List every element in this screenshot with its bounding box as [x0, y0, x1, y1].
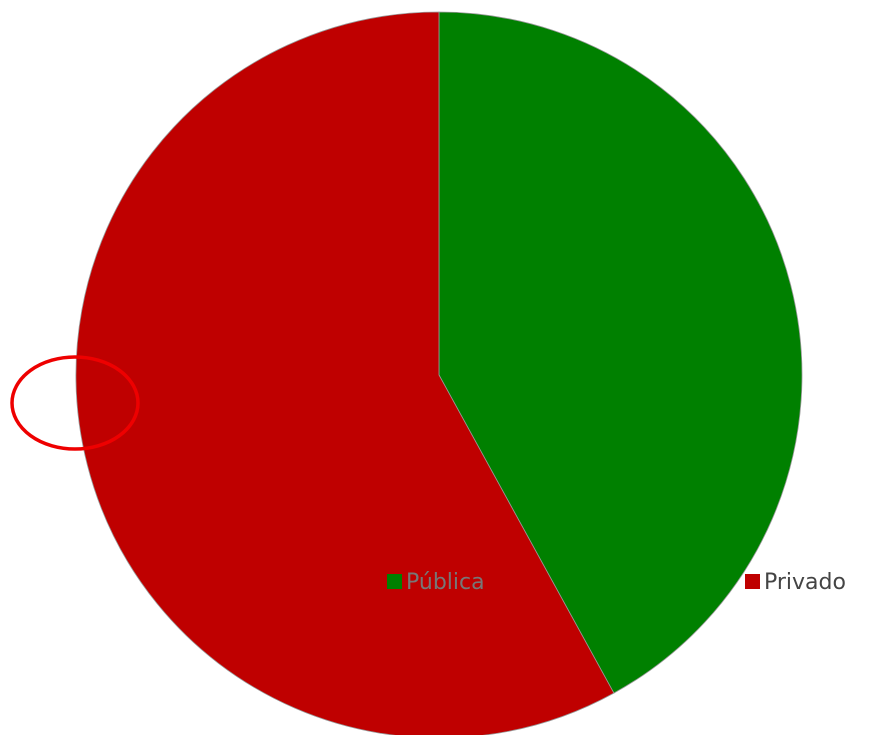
highlight-circle — [10, 355, 140, 451]
pie — [75, 11, 803, 735]
pie-slice — [438, 11, 803, 694]
legend-label: Privado — [764, 570, 846, 595]
legend-swatch — [387, 574, 402, 589]
legend-label: Pública — [406, 570, 485, 595]
pie-slice — [75, 11, 615, 735]
legend-swatch — [745, 574, 760, 589]
legend: Pública Privado — [387, 570, 846, 595]
